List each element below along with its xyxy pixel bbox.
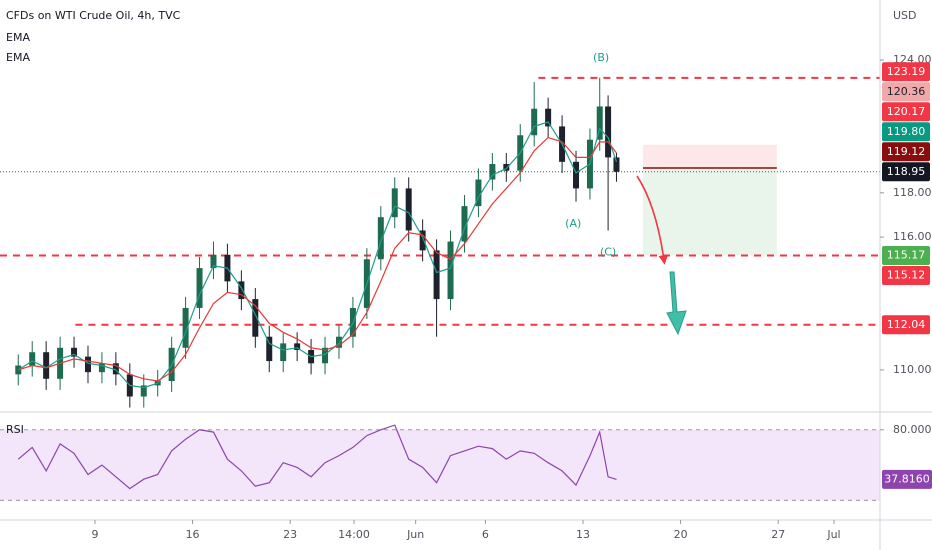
price-badge (882, 122, 930, 142)
x-tick-label: 27 (771, 528, 785, 541)
candle-body (294, 343, 301, 351)
candle-body (210, 254, 217, 269)
candle-body (377, 217, 384, 260)
price-badge (882, 245, 930, 265)
rsi-tick-label: 80.0000 (893, 423, 932, 436)
x-tick-label: 13 (576, 528, 590, 541)
candle-body (503, 164, 510, 171)
x-tick-label: Jul (826, 528, 840, 541)
candle-body (98, 363, 105, 373)
price-badge-label: 115.12 (887, 268, 926, 281)
wave-label: (A) (565, 217, 581, 230)
candle-body (335, 336, 342, 348)
x-tick-label: 16 (186, 528, 200, 541)
candle-body (84, 356, 91, 373)
price-badge-label: 120.36 (887, 85, 926, 98)
rsi-pane (0, 424, 880, 501)
price-pane: (B) (A) (C) (0, 51, 880, 408)
candle-body (447, 241, 454, 300)
candle-body (112, 363, 119, 375)
candle-body (29, 352, 36, 366)
price-badge (882, 82, 930, 102)
price-badge-label: 115.17 (887, 248, 926, 261)
rsi-band-fill (0, 429, 880, 501)
price-badge-label: 112.04 (887, 318, 926, 331)
candle-body (489, 164, 496, 180)
candle-body (419, 230, 426, 251)
candle-body (596, 106, 603, 140)
x-tick-label: 23 (283, 528, 297, 541)
candle-body (613, 157, 620, 172)
candle-body (182, 307, 189, 348)
price-badge-label: 123.19 (887, 65, 926, 78)
candle-body (391, 188, 398, 218)
overlay: CFDs on WTI Crude Oil, 4h, TVC EMA EMA U… (6, 9, 917, 436)
candle-body (71, 347, 78, 357)
candle-body (238, 281, 245, 300)
candle-body (475, 179, 482, 207)
candle-body (433, 250, 440, 300)
rsi-line (17, 424, 617, 490)
price-badge (882, 162, 930, 182)
candle-body (405, 188, 412, 231)
indicator-label: EMA (6, 51, 30, 64)
price-badge-label: 119.80 (887, 125, 926, 138)
price-badge (882, 142, 930, 162)
target-arrow (666, 271, 687, 336)
price-badge-label: 120.17 (887, 105, 926, 118)
x-tick-label: 20 (674, 528, 688, 541)
ema-line (18, 136, 617, 382)
x-tick-label: 9 (91, 528, 98, 541)
candle-body (140, 385, 147, 397)
candle-body (573, 161, 580, 189)
candle-body (280, 343, 287, 362)
rsi-value-label: 37.8160 (884, 472, 930, 485)
price-badge (882, 102, 930, 122)
candle-body (605, 106, 612, 158)
wave-label: (B) (593, 51, 609, 64)
rsi-title: RSI (6, 423, 24, 436)
candle-body (545, 108, 552, 127)
x-tick-label: 6 (482, 528, 489, 541)
candle-body (531, 108, 538, 136)
price-badge (882, 315, 930, 335)
candle-body (322, 347, 329, 364)
candle-body (15, 365, 22, 375)
candle-body (43, 352, 50, 379)
price-badge-label: 119.12 (887, 145, 926, 158)
price-badge-label: 118.95 (887, 165, 926, 178)
wave-label: (C) (600, 246, 616, 259)
candle-body (252, 299, 259, 337)
x-tick-label: Jun (406, 528, 424, 541)
y-tick-label: 118.00 (893, 186, 932, 199)
price-badge (882, 265, 930, 285)
price-badge (882, 62, 930, 82)
candle-body (196, 268, 203, 308)
rsi-value-badge (882, 469, 932, 489)
candle-body (266, 336, 273, 362)
x-tick-label: 14:00 (338, 528, 370, 541)
chart-title: CFDs on WTI Crude Oil, 4h, TVC (6, 9, 181, 22)
candle-body (461, 206, 468, 242)
y-tick-label: 116.00 (893, 230, 932, 243)
stop-zone (642, 144, 777, 169)
target-zone (642, 168, 777, 256)
projection-arrow (636, 175, 669, 265)
indicator-label: EMA (6, 31, 30, 44)
ema-line (17, 121, 618, 389)
y-tick-label: 110.00 (893, 363, 932, 376)
currency-label: USD (893, 9, 917, 22)
